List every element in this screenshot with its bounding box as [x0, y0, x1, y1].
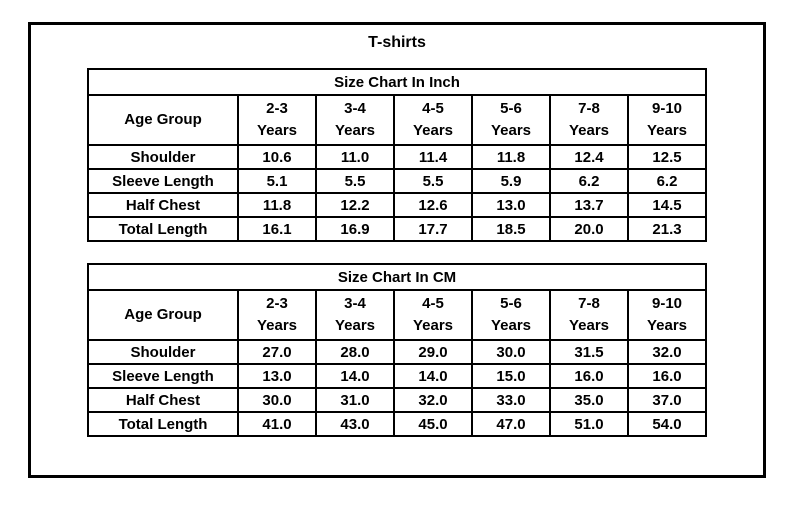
measurement-value: 30.0: [471, 339, 551, 365]
measurement-value: 5.5: [315, 168, 395, 194]
row-label: Half Chest: [87, 387, 239, 413]
tables-container: Size Chart In Inch Age Group 2-3 Years 3-4 …: [31, 53, 763, 437]
table-header-row: Age Group 2-3 Years 3-4 Years 4-5 Years 5-6 …: [87, 94, 707, 146]
measurement-value: 43.0: [315, 411, 395, 437]
table-row: Half Chest 30.0 31.0 32.0 33.0 35.0 37.0: [87, 387, 707, 413]
table-row: Total Length 41.0 43.0 45.0 47.0 51.0 54.0: [87, 411, 707, 437]
age-column-header: 7-8 Years: [549, 289, 629, 341]
measurement-value: 29.0: [393, 339, 473, 365]
measurement-value: 31.5: [549, 339, 629, 365]
measurement-value: 37.0: [627, 387, 707, 413]
measurement-value: 54.0: [627, 411, 707, 437]
measurement-value: 12.4: [549, 144, 629, 170]
measurement-value: 13.0: [471, 192, 551, 218]
measurement-value: 5.1: [237, 168, 317, 194]
measurement-value: 30.0: [237, 387, 317, 413]
age-column-header: 3-4 Years: [315, 289, 395, 341]
table-title: Size Chart In Inch: [87, 68, 707, 96]
measurement-value: 13.7: [549, 192, 629, 218]
measurement-value: 16.0: [549, 363, 629, 389]
table-row: Shoulder 10.6 11.0 11.4 11.8 12.4 12.5: [87, 144, 707, 170]
measurement-value: 11.4: [393, 144, 473, 170]
measurement-value: 32.0: [393, 387, 473, 413]
measurement-value: 16.9: [315, 216, 395, 242]
row-label: Shoulder: [87, 144, 239, 170]
row-label: Sleeve Length: [87, 363, 239, 389]
table-row: Shoulder 27.0 28.0 29.0 30.0 31.5 32.0: [87, 339, 707, 365]
measurement-value: 47.0: [471, 411, 551, 437]
measurement-value: 33.0: [471, 387, 551, 413]
age-column-header: 4-5 Years: [393, 289, 473, 341]
age-column-header: 4-5 Years: [393, 94, 473, 146]
measurement-value: 35.0: [549, 387, 629, 413]
measurement-value: 12.2: [315, 192, 395, 218]
measurement-value: 10.6: [237, 144, 317, 170]
measurement-value: 31.0: [315, 387, 395, 413]
measurement-value: 15.0: [471, 363, 551, 389]
measurement-value: 6.2: [549, 168, 629, 194]
age-column-header: 7-8 Years: [549, 94, 629, 146]
table-title: Size Chart In CM: [87, 263, 707, 291]
row-label: Total Length: [87, 216, 239, 242]
age-group-header: Age Group: [87, 289, 239, 341]
measurement-value: 32.0: [627, 339, 707, 365]
measurement-value: 51.0: [549, 411, 629, 437]
measurement-value: 13.0: [237, 363, 317, 389]
table-title-row: Size Chart In Inch: [87, 68, 707, 96]
age-column-header: 9-10 Years: [627, 289, 707, 341]
measurement-value: 6.2: [627, 168, 707, 194]
measurement-value: 27.0: [237, 339, 317, 365]
measurement-value: 12.6: [393, 192, 473, 218]
age-column-header: 9-10 Years: [627, 94, 707, 146]
measurement-value: 21.3: [627, 216, 707, 242]
measurement-value: 12.5: [627, 144, 707, 170]
measurement-value: 18.5: [471, 216, 551, 242]
measurement-value: 17.7: [393, 216, 473, 242]
table-row: Total Length 16.1 16.9 17.7 18.5 20.0 21.3: [87, 216, 707, 242]
age-group-header: Age Group: [87, 94, 239, 146]
measurement-value: 5.5: [393, 168, 473, 194]
measurement-value: 11.8: [237, 192, 317, 218]
measurement-value: 11.0: [315, 144, 395, 170]
measurement-value: 28.0: [315, 339, 395, 365]
measurement-value: 20.0: [549, 216, 629, 242]
age-column-header: 2-3 Years: [237, 94, 317, 146]
table-title-row: Size Chart In CM: [87, 263, 707, 291]
table-header-row: Age Group 2-3 Years 3-4 Years 4-5 Years 5-6 …: [87, 289, 707, 341]
size-chart-inch-table: Size Chart In Inch Age Group 2-3 Years 3-4 …: [87, 68, 707, 242]
table-row: Sleeve Length 5.1 5.5 5.5 5.9 6.2 6.2: [87, 168, 707, 194]
page-title: T-shirts: [368, 34, 426, 51]
age-column-header: 2-3 Years: [237, 289, 317, 341]
row-label: Half Chest: [87, 192, 239, 218]
age-column-header: 5-6 Years: [471, 289, 551, 341]
measurement-value: 11.8: [471, 144, 551, 170]
age-column-header: 3-4 Years: [315, 94, 395, 146]
row-label: Sleeve Length: [87, 168, 239, 194]
measurement-value: 16.1: [237, 216, 317, 242]
measurement-value: 14.0: [315, 363, 395, 389]
measurement-value: 14.5: [627, 192, 707, 218]
row-label: Total Length: [87, 411, 239, 437]
chart-frame: T-shirts Size Chart In Inch Age Group 2-3 …: [28, 22, 766, 478]
age-column-header: 5-6 Years: [471, 94, 551, 146]
row-label: Shoulder: [87, 339, 239, 365]
measurement-value: 45.0: [393, 411, 473, 437]
size-chart-cm-table: Size Chart In CM Age Group 2-3 Years 3-4 Ye…: [87, 263, 707, 437]
table-row: Sleeve Length 13.0 14.0 14.0 15.0 16.0 16.0: [87, 363, 707, 389]
measurement-value: 41.0: [237, 411, 317, 437]
measurement-value: 14.0: [393, 363, 473, 389]
measurement-value: 5.9: [471, 168, 551, 194]
measurement-value: 16.0: [627, 363, 707, 389]
table-row: Half Chest 11.8 12.2 12.6 13.0 13.7 14.5: [87, 192, 707, 218]
